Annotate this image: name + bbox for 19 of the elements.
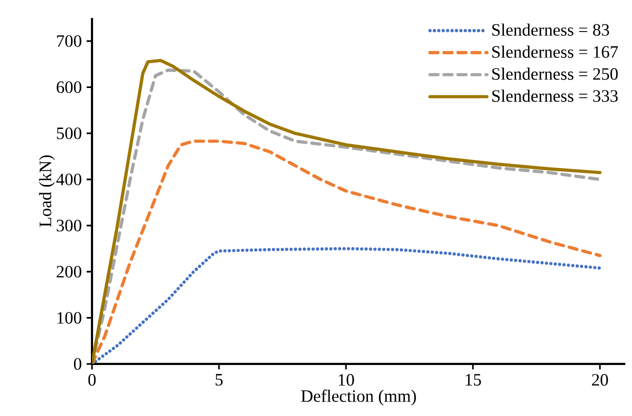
x-tick-label: 20 <box>592 374 608 386</box>
legend-label: Slenderness = 250 <box>492 68 618 80</box>
y-tick-label: 200 <box>56 266 82 278</box>
x-tick-label: 5 <box>216 374 223 386</box>
x-tick-label: 15 <box>466 374 481 386</box>
x-tick-label: 10 <box>338 374 354 386</box>
x-tick-label: 0 <box>88 374 96 386</box>
y-tick-label: 400 <box>56 174 82 186</box>
y-tick-label: 100 <box>57 312 82 324</box>
y-tick-label: 0 <box>74 358 82 370</box>
y-tick-label: 600 <box>56 81 82 94</box>
legend-label: Slenderness = 167 <box>492 46 618 58</box>
y-tick-label: 500 <box>56 127 82 140</box>
x-axis-title: Deflection (mm) <box>301 390 416 406</box>
y-axis-title: Load (kN) <box>39 155 55 227</box>
y-tick-label: 700 <box>57 35 82 47</box>
y-tick-label: 300 <box>56 220 82 232</box>
legend-label: Slenderness = 333 <box>492 90 618 102</box>
legend-label: Slenderness = 83 <box>492 24 610 36</box>
